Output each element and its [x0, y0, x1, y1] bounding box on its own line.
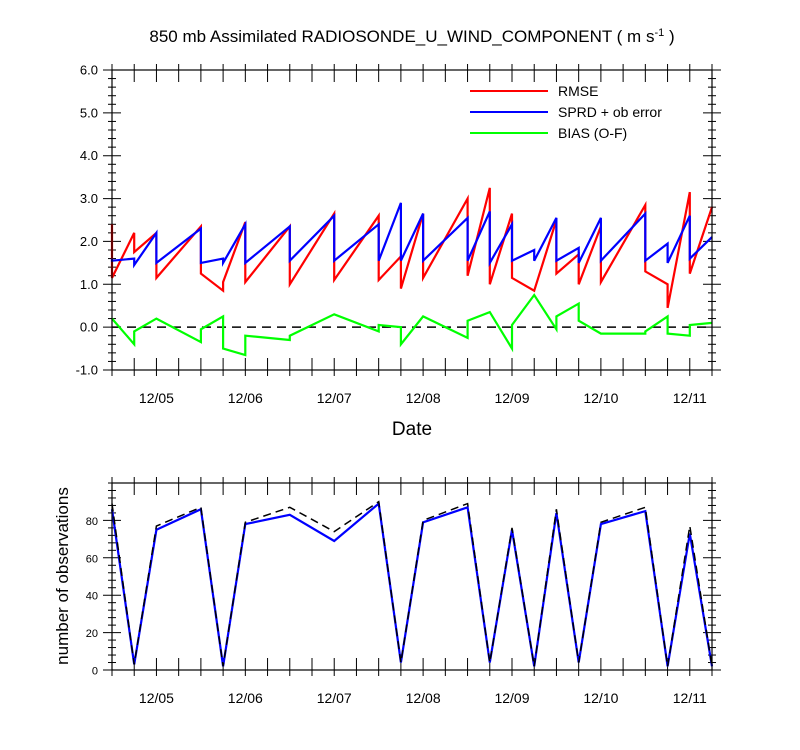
x-tick-label-4: 12/09 — [494, 390, 529, 406]
y-tick-label-3: 60 — [86, 553, 98, 565]
series-line-observations-used — [110, 501, 714, 667]
x-tick-label-5: 12/10 — [583, 690, 618, 706]
x-tick-label-4: 12/09 — [494, 690, 529, 706]
x-tick-label-1: 12/06 — [228, 390, 263, 406]
x-tick-label-2: 12/07 — [317, 690, 352, 706]
series-line-bias-o-f — [111, 293, 713, 357]
series-line-sprd-ob-error — [110, 202, 713, 269]
y-tick-label-4: 80 — [86, 516, 98, 528]
x-axis-label: Date — [392, 419, 432, 440]
x-tick-label-6: 12/11 — [673, 690, 707, 706]
y-tick-label-0: 0 — [92, 666, 98, 678]
legend-label-bias: BIAS (O-F) — [558, 125, 627, 141]
y-tick-label-4: 3.0 — [80, 191, 98, 206]
legend-item-sprd: SPRD + ob error — [470, 104, 662, 120]
x-tick-label-5: 12/10 — [583, 390, 618, 406]
x-tick-label-6: 12/11 — [673, 390, 707, 406]
top-series-group — [110, 187, 714, 357]
bottom-plot-frame — [111, 482, 713, 671]
legend-item-rmse: RMSE — [470, 83, 598, 99]
y-tick-label-1: 20 — [86, 628, 98, 640]
series-line-observations-possible — [111, 500, 713, 667]
top-plot-frame — [111, 69, 713, 371]
y-tick-label-0: -1.0 — [76, 363, 98, 378]
bottom-y-tick-labels: 0 20 40 60 80 — [86, 516, 98, 678]
top-y-tick-labels: -1.0 0.0 1.0 2.0 3.0 4.0 5.0 6.0 — [76, 63, 98, 378]
top-x-tick-labels: 12/05 12/06 12/07 12/08 12/09 12/10 12/11 — [139, 390, 707, 406]
bottom-x-ticks — [111, 477, 713, 676]
legend-label-rmse: RMSE — [558, 83, 598, 99]
bottom-series-group — [110, 500, 714, 667]
x-tick-label-0: 12/05 — [139, 690, 174, 706]
x-tick-label-3: 12/08 — [406, 690, 441, 706]
legend: RMSE SPRD + ob error BIAS (O-F) — [470, 83, 662, 141]
y-tick-label-6: 5.0 — [80, 105, 98, 120]
x-tick-label-0: 12/05 — [139, 390, 174, 406]
y-tick-label-5: 4.0 — [80, 148, 98, 163]
legend-label-sprd: SPRD + ob error — [558, 104, 662, 120]
y-axis-label: number of observations — [53, 487, 72, 665]
y-tick-label-7: 6.0 — [80, 63, 98, 78]
x-tick-label-1: 12/06 — [228, 690, 263, 706]
bottom-x-tick-labels: 12/05 12/06 12/07 12/08 12/09 12/10 12/11 — [139, 690, 707, 706]
x-tick-label-2: 12/07 — [317, 390, 352, 406]
legend-item-bias: BIAS (O-F) — [470, 125, 627, 141]
chart-title: 850 mb Assimilated RADIOSONDE_U_WIND_COM… — [149, 27, 674, 46]
top-chart: 850 mb Assimilated RADIOSONDE_U_WIND_COM… — [76, 27, 721, 440]
top-x-ticks — [111, 64, 713, 376]
bottom-chart: 0 20 40 60 80 12/05 12/06 12/07 12/08 12/09 12/10… — [53, 477, 721, 706]
y-tick-label-3: 2.0 — [80, 234, 98, 249]
y-tick-label-2: 40 — [86, 591, 98, 603]
y-tick-label-1: 0.0 — [80, 320, 98, 335]
y-tick-label-2: 1.0 — [80, 277, 98, 292]
x-tick-label-3: 12/08 — [406, 390, 441, 406]
